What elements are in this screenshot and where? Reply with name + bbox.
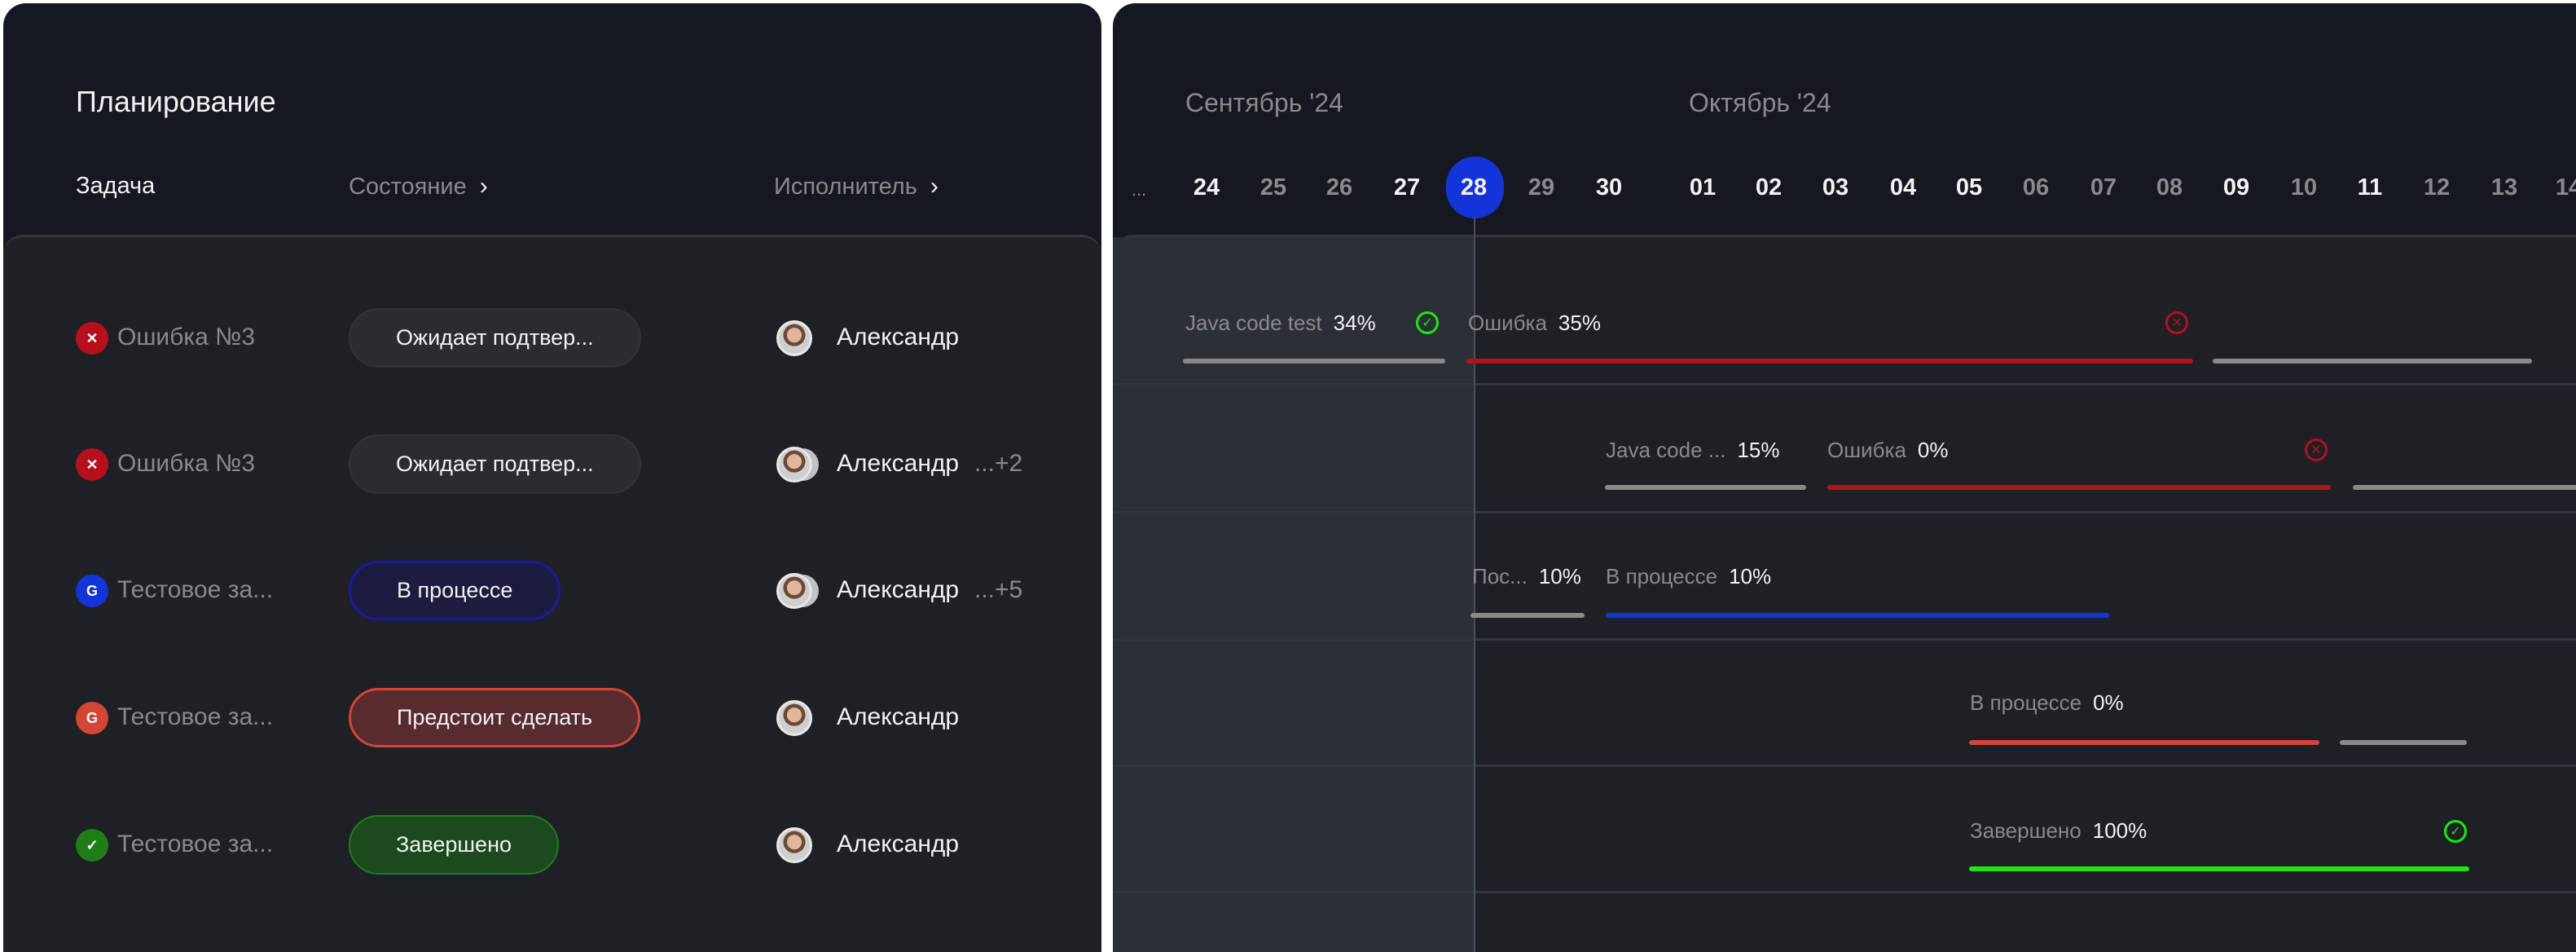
status-badge[interactable]: Предстоит сделать — [349, 688, 641, 747]
page-title: Планирование — [76, 85, 276, 118]
status-badge[interactable]: Ожидает подтвер... — [349, 434, 641, 494]
bar-label: Ошибка 35% — [1468, 311, 1601, 335]
day-27[interactable]: 27 — [1393, 174, 1421, 201]
task-name: Тестовое за... — [117, 831, 274, 857]
day-30[interactable]: 30 — [1595, 174, 1623, 201]
avatar — [776, 827, 812, 863]
column-assignee[interactable]: Исполнитель › — [774, 173, 939, 200]
day-11[interactable]: 11 — [2357, 174, 2383, 201]
error-circle-icon: ✕ — [2305, 439, 2328, 461]
day-08[interactable]: 08 — [2156, 174, 2183, 201]
task-bar[interactable] — [1605, 485, 1806, 490]
avatar — [776, 320, 812, 356]
timeline-panel: Сентябрь '24 Октябрь '24 ... 24 25 26 27 28 29… — [1113, 3, 2576, 952]
day-more[interactable]: ... — [1131, 179, 1147, 200]
task-name: Тестовое за... — [117, 576, 274, 603]
check-circle-icon: ✓ — [2444, 820, 2467, 843]
assignee-name: Александр — [837, 831, 960, 857]
error-icon: ✕ — [76, 322, 108, 355]
assignee-name: Александр — [837, 324, 960, 350]
day-14[interactable]: 14 — [2555, 174, 2576, 201]
day-13[interactable]: 13 — [2490, 174, 2518, 201]
google-icon: G — [76, 575, 108, 607]
task-bar[interactable] — [2353, 485, 2576, 490]
check-circle-icon: ✓ — [1416, 311, 1439, 334]
bar-label: Ошибка 0% — [1827, 438, 1949, 462]
avatar-group — [776, 573, 812, 609]
column-status[interactable]: Состояние › — [349, 173, 488, 200]
day-25[interactable]: 25 — [1259, 174, 1287, 201]
day-03[interactable]: 03 — [1822, 174, 1849, 201]
task-row[interactable]: ✓ Тестовое за... Завершено Александр — [3, 782, 1101, 908]
day-06[interactable]: 06 — [2022, 174, 2050, 201]
assignee-name: Александр — [837, 576, 960, 603]
task-name: Тестовое за... — [117, 703, 274, 730]
day-28[interactable]: 28 — [1460, 174, 1488, 201]
task-row[interactable]: G Тестовое за... В процессе Александр ..… — [3, 527, 1101, 654]
bar-label: Java code test 34% — [1185, 311, 1376, 335]
bar-label: Завершено 100% — [1970, 818, 2147, 843]
check-icon: ✓ — [76, 829, 108, 862]
day-07[interactable]: 07 — [2090, 174, 2117, 201]
assignee-name: Александр — [837, 450, 960, 477]
task-bar[interactable] — [1183, 359, 1445, 364]
task-list: ✕ Ошибка №3 Ожидает подтвер... Александр… — [3, 235, 1101, 952]
day-10[interactable]: 10 — [2290, 174, 2318, 201]
planning-panel: Планирование Задача Состояние › Исполните… — [3, 3, 1101, 952]
assignee-name: Александр — [837, 703, 960, 730]
more-assignees[interactable]: ...+5 — [974, 576, 1023, 603]
day-26[interactable]: 26 — [1325, 174, 1353, 201]
status-badge[interactable]: Ожидает подтвер... — [349, 308, 641, 368]
error-icon: ✕ — [76, 448, 108, 481]
month-label: Октябрь '24 — [1689, 88, 1831, 117]
bar-label: В процессе 0% — [1970, 690, 2124, 715]
task-bar[interactable] — [1606, 613, 2109, 618]
task-bar[interactable] — [2213, 359, 2532, 364]
status-badge[interactable]: Завершено — [349, 815, 560, 875]
bar-label: Java code ... 15% — [1606, 438, 1780, 462]
day-09[interactable]: 09 — [2222, 174, 2250, 201]
chevron-right-icon: › — [479, 173, 488, 200]
task-bar[interactable] — [1969, 740, 2319, 745]
today-marker[interactable] — [1446, 156, 1504, 218]
day-24[interactable]: 24 — [1193, 174, 1220, 201]
day-02[interactable]: 02 — [1755, 174, 1783, 201]
past-area — [1113, 237, 1474, 952]
avatar — [776, 700, 812, 736]
task-bar[interactable] — [1827, 485, 2331, 490]
task-bar[interactable] — [1969, 866, 2469, 871]
month-label: Сентябрь '24 — [1185, 88, 1343, 117]
task-row[interactable]: ✕ Ошибка №3 Ожидает подтвер... Александр… — [3, 401, 1101, 527]
day-05[interactable]: 05 — [1955, 174, 1983, 201]
error-circle-icon: ✕ — [2165, 311, 2188, 334]
google-icon: G — [76, 702, 108, 734]
task-bar[interactable] — [1470, 613, 1585, 618]
task-row[interactable]: G Тестовое за... Предстоит сделать Алекс… — [3, 654, 1101, 781]
task-bar[interactable] — [2340, 740, 2467, 745]
day-12[interactable]: 12 — [2423, 174, 2451, 201]
day-04[interactable]: 04 — [1889, 174, 1917, 201]
day-29[interactable]: 29 — [1528, 174, 1555, 201]
task-name: Ошибка №3 — [117, 450, 256, 477]
column-task[interactable]: Задача — [76, 173, 156, 199]
status-badge[interactable]: В процессе — [349, 561, 561, 620]
chevron-right-icon: › — [930, 173, 939, 200]
task-row[interactable]: ✕ Ошибка №3 Ожидает подтвер... Александр — [3, 275, 1101, 401]
bar-label: Пос... 10% — [1472, 564, 1581, 588]
more-assignees[interactable]: ...+2 — [974, 450, 1023, 477]
today-line — [1474, 217, 1475, 952]
avatar-group — [776, 447, 812, 483]
task-name: Ошибка №3 — [117, 324, 256, 350]
bar-label: В процессе 10% — [1606, 564, 1772, 588]
day-01[interactable]: 01 — [1689, 174, 1717, 201]
task-bar[interactable] — [1466, 359, 2193, 364]
